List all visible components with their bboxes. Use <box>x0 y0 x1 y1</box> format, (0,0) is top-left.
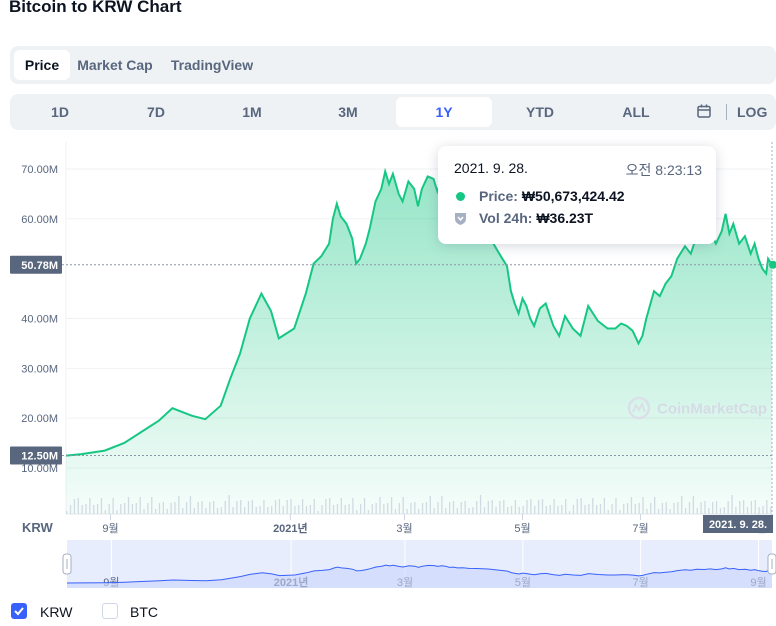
btc-checkbox[interactable] <box>102 603 118 619</box>
x-tick-label: 9월 <box>102 522 118 535</box>
time-range-selector: 1D 7D 1M 3M 1Y YTD ALL LOG <box>10 94 776 130</box>
current-price-badge <box>10 255 62 274</box>
current-price-label: 50.78M <box>21 260 58 272</box>
divider <box>726 104 727 120</box>
checkmark-icon <box>14 607 24 616</box>
navigator-area <box>67 565 772 588</box>
tab-tradingview[interactable]: TradingView <box>170 57 254 73</box>
y-tick-label: 60.00M <box>21 214 58 226</box>
chart-type-tabs: Price Market Cap TradingView <box>10 46 776 84</box>
x-tick-label: 3월 <box>396 522 412 535</box>
range-1y[interactable]: 1Y <box>396 97 492 127</box>
legend-btc-label: BTC <box>130 604 158 620</box>
tooltip-time: 오전 8:23:13 <box>625 162 702 178</box>
watermark-text: CoinMarketCap <box>657 401 767 418</box>
y-tick-label: 70.00M <box>21 164 58 176</box>
calendar-icon[interactable] <box>697 104 711 118</box>
coinmarketcap-watermark: CoinMarketCap <box>627 396 767 420</box>
hover-date-badge <box>703 515 773 533</box>
tooltip-volume-label: Vol 24h: <box>479 210 533 226</box>
tooltip-price-row: Price: ₩50,673,424.42 <box>479 188 625 204</box>
low-price-badge <box>10 446 62 465</box>
tooltip-price-value: ₩50,673,424.42 <box>521 188 625 204</box>
price-tooltip: 2021. 9. 28. 오전 8:23:13 Price: ₩50,673,4… <box>438 146 716 244</box>
log-scale-toggle[interactable]: LOG <box>737 104 768 120</box>
page-title: Bitcoin to KRW Chart <box>9 0 182 16</box>
hover-point <box>769 260 776 269</box>
range-3m[interactable]: 3M <box>338 104 358 120</box>
y-tick-label: 40.00M <box>21 313 58 325</box>
x-tick-label: 5월 <box>514 522 530 535</box>
y-tick-label: 30.00M <box>21 363 58 375</box>
tooltip-date: 2021. 9. 28. <box>454 160 528 176</box>
range-ytd[interactable]: YTD <box>526 104 554 120</box>
y-tick-label: 20.00M <box>21 413 58 425</box>
volume-shield-icon <box>455 213 466 225</box>
tab-market-cap[interactable]: Market Cap <box>77 57 153 73</box>
x-tick-label: 7월 <box>632 522 648 535</box>
tooltip-price-label: Price: <box>479 188 518 204</box>
range-all[interactable]: ALL <box>622 104 650 120</box>
legend-krw-label: KRW <box>40 604 73 620</box>
price-dot-icon <box>456 192 465 201</box>
price-area-fill <box>66 171 772 514</box>
currency-axis-label: KRW <box>22 520 54 535</box>
tooltip-volume-value: ₩36.23T <box>536 210 594 226</box>
range-1m[interactable]: 1M <box>242 104 262 120</box>
navigator-line <box>66 564 773 584</box>
range-1d[interactable]: 1D <box>51 104 69 120</box>
x-tick-label: 2021년 <box>273 521 308 535</box>
y-tick-label: 10.00M <box>21 463 58 475</box>
tooltip-volume-row: Vol 24h: ₩36.23T <box>479 210 593 226</box>
range-7d[interactable]: 7D <box>147 104 165 120</box>
tab-price[interactable]: Price <box>14 50 70 80</box>
hover-date-label: 2021. 9. 28. <box>709 519 767 531</box>
low-price-label: 12.50M <box>21 451 58 463</box>
krw-checkbox[interactable] <box>11 603 27 619</box>
